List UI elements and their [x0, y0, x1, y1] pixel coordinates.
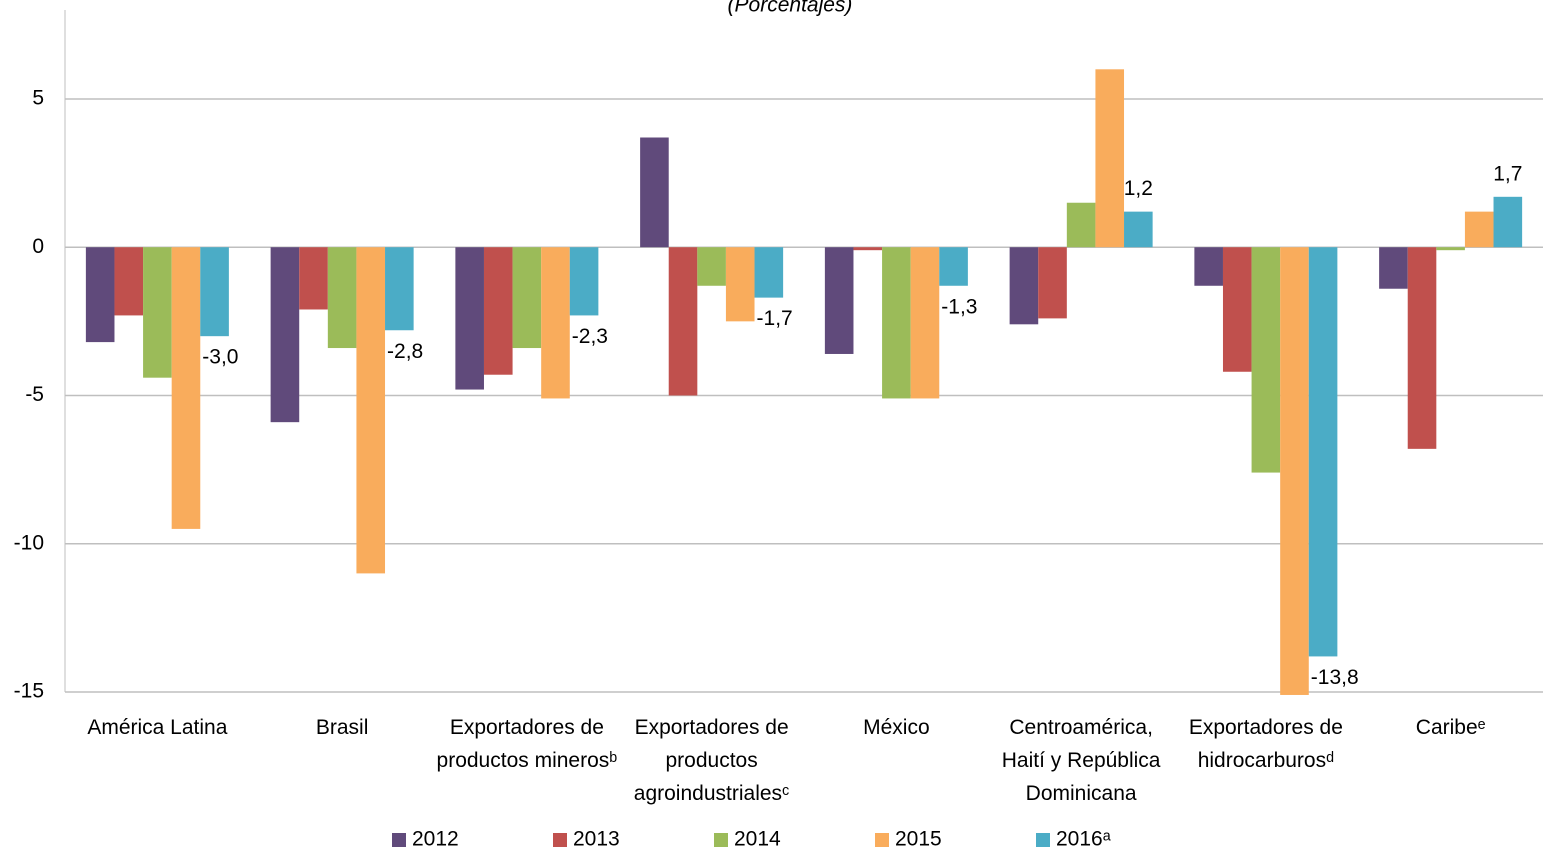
bar — [1222, 247, 1252, 372]
bar — [483, 247, 513, 375]
y-tick-label: -5 — [25, 383, 44, 406]
bar — [85, 247, 115, 343]
data-label: 1,2 — [1124, 177, 1153, 200]
bar — [824, 247, 854, 354]
bar — [1379, 247, 1408, 289]
bar — [1436, 247, 1465, 251]
bar — [1464, 211, 1494, 248]
bar — [882, 247, 911, 399]
x-tick-label: Caribeᵉ — [1415, 716, 1486, 739]
bar — [541, 247, 570, 399]
x-tick-label: México — [863, 716, 930, 739]
bar — [1280, 247, 1309, 695]
legend-swatch — [392, 833, 406, 847]
legend-swatch — [714, 833, 728, 847]
data-label: -2,3 — [572, 325, 608, 348]
bar — [939, 247, 968, 286]
y-tick-label: 0 — [32, 235, 44, 258]
data-label: -1,7 — [757, 307, 793, 330]
bar — [114, 247, 144, 316]
bar — [1493, 196, 1523, 248]
bar — [200, 247, 229, 337]
bar — [853, 247, 883, 251]
legend-label: 2016ᵃ — [1056, 828, 1111, 850]
legend-label: 2013 — [573, 828, 620, 850]
bar — [356, 247, 386, 574]
bar — [1407, 247, 1437, 449]
bar — [697, 247, 726, 286]
legend-label: 2015 — [895, 828, 942, 850]
legend-label: 2012 — [412, 828, 459, 850]
bar — [143, 247, 172, 378]
bar — [1251, 247, 1281, 473]
y-tick-label: -15 — [14, 680, 44, 703]
data-label: -3,0 — [202, 346, 238, 369]
bar — [725, 247, 755, 322]
data-label: -2,8 — [387, 340, 423, 363]
y-tick-label: 5 — [32, 87, 44, 110]
x-tick-label: Brasil — [315, 716, 369, 739]
bar — [1124, 211, 1153, 248]
bar — [270, 247, 300, 423]
x-tick-label: Exportadores de hidrocarburosᵈ — [1188, 716, 1343, 772]
bar — [1038, 247, 1067, 319]
bar — [1194, 247, 1223, 286]
bar — [668, 247, 698, 396]
data-label: -13,8 — [1311, 666, 1359, 689]
bar — [754, 247, 784, 298]
y-tick-label: -10 — [14, 531, 44, 554]
bar — [640, 137, 669, 248]
bar — [385, 247, 414, 331]
legend-label: 2014 — [734, 828, 781, 850]
chart-subtitle: (Porcentajes) — [728, 0, 853, 17]
data-label: 1,7 — [1493, 162, 1522, 185]
legend-swatch — [1036, 833, 1050, 847]
bar — [1009, 247, 1039, 325]
bar — [910, 247, 940, 399]
bar — [455, 247, 484, 390]
bar — [327, 247, 357, 349]
bar — [569, 247, 599, 316]
x-tick-label: América Latina — [87, 716, 228, 739]
legend-swatch — [553, 833, 567, 847]
bar — [512, 247, 542, 349]
bar — [1308, 247, 1338, 657]
bar — [1066, 202, 1096, 248]
bar — [299, 247, 328, 310]
legend-swatch — [875, 833, 889, 847]
x-tick-label: Exportadores de productos minerosᵇ — [436, 716, 618, 772]
data-label: -1,3 — [941, 295, 977, 318]
bar — [1095, 69, 1125, 248]
x-tick-label: Centroamérica, Haití y República Dominic… — [1001, 716, 1161, 805]
bar — [171, 247, 201, 529]
x-tick-label: Exportadores de productos agroindustrial… — [633, 716, 790, 805]
